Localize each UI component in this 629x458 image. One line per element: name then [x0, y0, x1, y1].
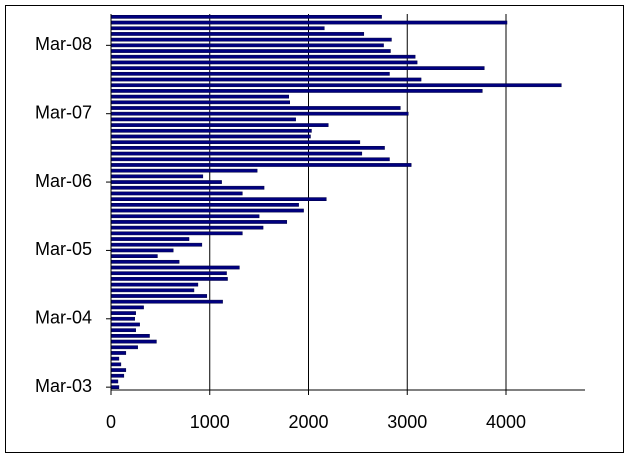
bar [110, 66, 485, 70]
bar [110, 271, 227, 276]
y-tick-label: Mar-03 [35, 376, 92, 396]
bar [110, 185, 265, 190]
bar [110, 26, 325, 31]
x-tick-label: 2000 [288, 412, 328, 432]
bar [110, 146, 385, 150]
bar [110, 237, 190, 241]
y-tick-label: Mar-07 [35, 102, 92, 122]
bar [110, 128, 312, 133]
bar [110, 220, 288, 224]
x-tick-label: 3000 [387, 412, 427, 432]
bar [110, 385, 120, 390]
x-tick-label: 4000 [486, 412, 526, 432]
bar [110, 54, 416, 59]
bar [110, 311, 136, 315]
y-tick-label: Mar-04 [35, 308, 92, 328]
bar [110, 265, 240, 270]
bar [110, 282, 199, 287]
bar [110, 351, 127, 355]
bar [110, 106, 401, 110]
bar [110, 32, 365, 36]
bar [110, 259, 180, 264]
bar [110, 168, 258, 173]
bar [110, 248, 174, 253]
bar [110, 151, 363, 156]
bar [110, 134, 311, 139]
bar [110, 294, 208, 298]
bar [110, 339, 157, 344]
bar [110, 277, 228, 281]
bar [110, 305, 144, 310]
bar [110, 174, 204, 179]
bar [110, 157, 390, 162]
bar [110, 180, 222, 184]
bar [110, 60, 418, 65]
y-tick-label: Mar-06 [35, 171, 92, 191]
bar [110, 43, 384, 48]
bar [110, 231, 243, 236]
bar [110, 111, 409, 116]
bar [110, 299, 223, 304]
bar [110, 345, 138, 350]
bar [110, 322, 140, 327]
bar [110, 100, 290, 105]
bar [110, 77, 422, 82]
y-tick-label: Mar-08 [35, 34, 92, 54]
x-tick-label: 1000 [190, 412, 230, 432]
bar [110, 225, 264, 230]
bar [110, 362, 122, 367]
bar [110, 140, 361, 145]
y-tick-label: Mar-05 [35, 239, 92, 259]
bar [110, 123, 329, 127]
bar [110, 83, 562, 88]
bar [110, 49, 391, 53]
x-tick-label: 0 [106, 412, 116, 432]
bar [110, 94, 289, 99]
bar [110, 14, 382, 19]
bar [110, 328, 136, 333]
bar [110, 373, 125, 378]
bar [110, 191, 243, 196]
bar [110, 71, 390, 76]
bar [110, 368, 127, 372]
bar [110, 20, 508, 25]
bar [110, 89, 483, 93]
bar [110, 316, 135, 321]
bar [110, 37, 392, 42]
bar [110, 208, 304, 213]
bar [110, 242, 203, 247]
bar [110, 334, 150, 338]
bar [110, 202, 299, 207]
bar [110, 356, 120, 361]
bar [110, 214, 260, 219]
bar [110, 197, 327, 202]
bar [110, 379, 119, 384]
bar [110, 117, 296, 122]
bar [110, 254, 158, 258]
bar [110, 163, 412, 167]
bar [110, 288, 195, 293]
